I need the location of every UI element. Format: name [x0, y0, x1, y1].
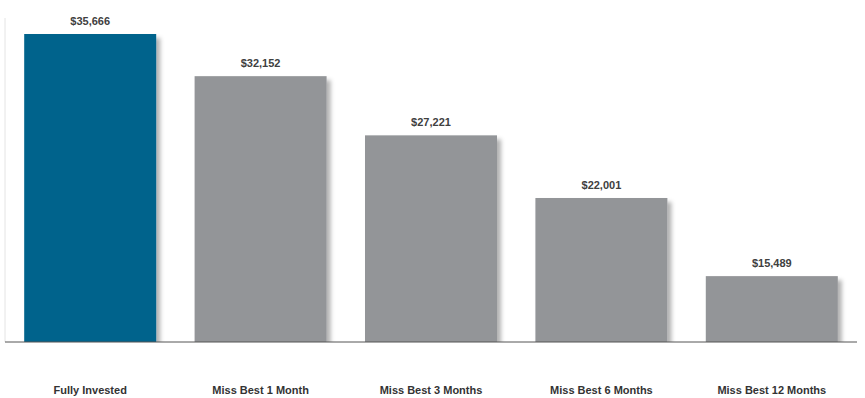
page: {"chart_data": {"type": "bar", "categori… — [0, 0, 865, 398]
bars — [24, 34, 838, 342]
bar — [535, 198, 667, 342]
bar — [195, 76, 327, 342]
data-label: $15,489 — [752, 257, 792, 269]
data-label: $27,221 — [411, 116, 451, 128]
data-label: $35,666 — [70, 15, 110, 27]
data-label: $32,152 — [241, 57, 281, 69]
category-label: Miss Best 6 Months — [550, 384, 653, 396]
bar — [706, 276, 838, 342]
category-label: Miss Best 1 Month — [212, 384, 309, 396]
chart-container: $35,666 Fully Invested $32,152 Miss Best 1 … — [0, 0, 865, 398]
bar — [365, 135, 497, 342]
baseline — [5, 342, 857, 343]
category-label: Miss Best 3 Months — [380, 384, 483, 396]
category-label: Miss Best 12 Months — [717, 384, 826, 396]
y-axis-line — [5, 18, 6, 342]
bar — [24, 34, 156, 342]
chart-svg: $35,666 Fully Invested $32,152 Miss Best 1 … — [0, 0, 865, 398]
category-label: Fully Invested — [54, 384, 127, 396]
labels: $35,666 Fully Invested $32,152 Miss Best 1 … — [54, 15, 827, 396]
data-label: $22,001 — [582, 179, 622, 191]
